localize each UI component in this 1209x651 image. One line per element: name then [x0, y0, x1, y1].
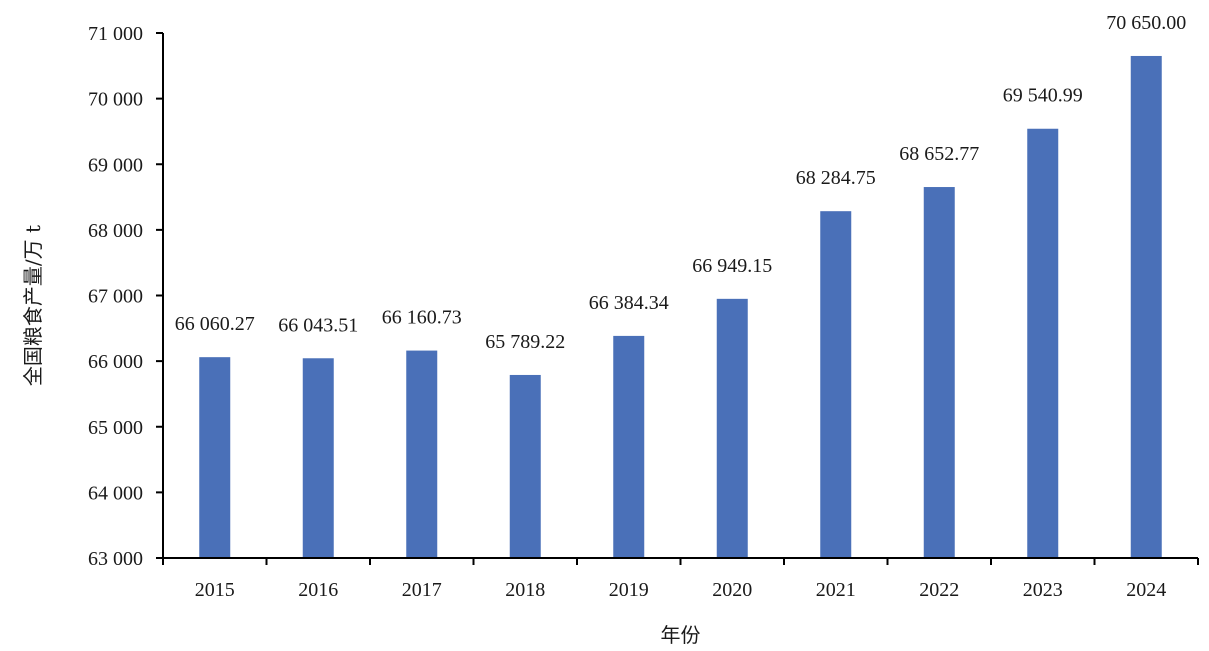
data-label-2024: 70 650.00: [1106, 12, 1186, 34]
data-label-2017: 66 160.73: [382, 307, 462, 329]
bar-2015: [199, 357, 231, 558]
y-tick-label: 63 000: [88, 548, 143, 570]
bars-layer: [199, 55, 1162, 558]
bar-2021: [820, 211, 852, 558]
x-tick-label: 2016: [298, 579, 338, 601]
data-label-2019: 66 384.34: [589, 292, 669, 314]
bar-2016: [302, 358, 334, 558]
data-label-2021: 68 284.75: [796, 167, 876, 189]
x-tick-label: 2021: [816, 579, 856, 601]
y-tick-label: 67 000: [88, 286, 143, 308]
bar-2017: [406, 350, 438, 558]
y-tick-label: 65 000: [88, 417, 143, 439]
x-tick-label: 2024: [1126, 579, 1166, 601]
y-tick-label: 68 000: [88, 220, 143, 242]
data-label-2016: 66 043.51: [278, 314, 358, 336]
x-tick-label: 2020: [712, 579, 752, 601]
data-label-2023: 69 540.99: [1003, 85, 1083, 107]
data-label-2018: 65 789.22: [485, 331, 565, 353]
y-tick-label: 66 000: [88, 351, 143, 373]
y-axis-title: 全国粮食产量/万 t: [21, 225, 45, 386]
y-tick-label: 71 000: [88, 23, 143, 45]
x-tick-label: 2023: [1023, 579, 1063, 601]
data-label-2020: 66 949.15: [692, 255, 772, 277]
bar-2019: [613, 335, 645, 558]
x-tick-label: 2022: [919, 579, 959, 601]
bar-2024: [1130, 55, 1162, 558]
y-tick-label: 64 000: [88, 482, 143, 504]
x-tick-label: 2017: [402, 579, 442, 601]
y-ticks: 63 000 64 000 65 000 66 000 67 000 68 000 69 0…: [88, 23, 163, 570]
bar-2020: [716, 298, 748, 558]
bar-2022: [923, 187, 955, 558]
data-label-2022: 68 652.77: [899, 143, 979, 165]
data-labels: 66 060.27 66 043.51 66 160.73 65 789.22 66 3…: [175, 12, 1187, 353]
x-ticks: 2015 2016 2017 2018 2019 2020 2021 2022 2023 2024: [162, 558, 1199, 601]
x-tick-label: 2018: [505, 579, 545, 601]
bar-2018: [509, 374, 541, 558]
x-axis-title: 年份: [661, 623, 701, 647]
y-tick-label: 70 000: [88, 89, 143, 111]
y-tick-label: 69 000: [88, 154, 143, 176]
data-label-2015: 66 060.27: [175, 313, 255, 335]
x-tick-label: 2019: [609, 579, 649, 601]
bar-2023: [1027, 128, 1059, 558]
x-tick-label: 2015: [195, 579, 235, 601]
